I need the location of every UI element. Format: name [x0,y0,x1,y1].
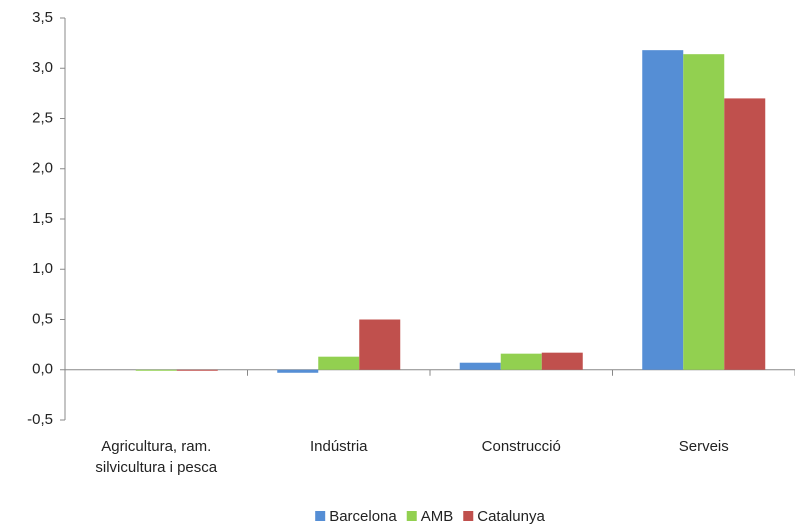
y-tick-label: 2,0 [32,160,53,177]
legend-swatch [463,511,474,521]
x-tick-label: Agricultura, ram. silvicultura i pesca [95,438,218,476]
y-tick-label: 0,5 [32,310,53,327]
bar [541,352,583,370]
x-tick-label: Serveis [678,438,729,455]
bar [277,369,319,373]
legend-swatch [315,511,326,521]
bar [318,356,360,370]
y-tick-label: 3,5 [32,9,53,26]
legend-label: Barcelona [329,508,397,525]
legend-swatch [406,511,417,521]
y-tick-label: 1,0 [32,260,53,277]
y-tick-label: -0,5 [27,411,53,428]
x-tick-label: Construcció [481,438,561,455]
legend-label: Catalunya [477,508,545,525]
y-tick-label: 0,0 [32,361,53,378]
bar [642,50,684,370]
bar [683,54,725,370]
bar [724,98,766,370]
y-tick-label: 2,5 [32,109,53,126]
bar [359,319,401,370]
legend-label: AMB [421,508,454,525]
bar [500,353,542,370]
bar [135,369,177,371]
bar [459,362,501,370]
x-tick-label: Indústria [309,438,368,455]
y-tick-label: 3,0 [32,59,53,76]
bar [176,369,218,371]
y-tick-label: 1,5 [32,210,53,227]
